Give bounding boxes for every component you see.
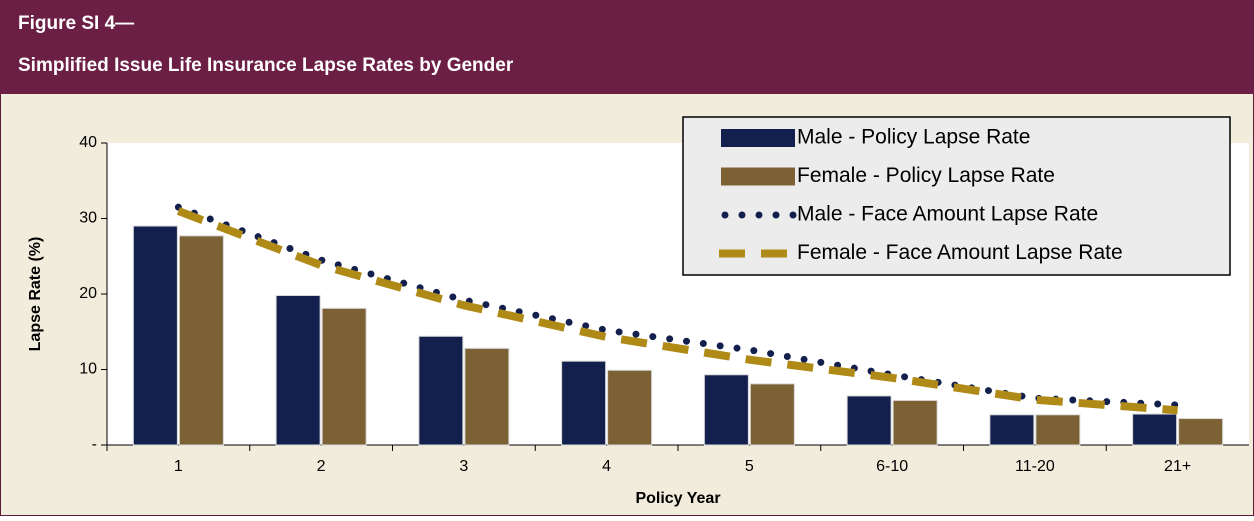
x-tick-label: 4 bbox=[602, 458, 611, 475]
bar bbox=[464, 347, 510, 446]
legend-label: Male - Policy Lapse Rate bbox=[797, 126, 1030, 149]
y-axis-label: Lapse Rate (%) bbox=[27, 237, 44, 352]
x-tick-label: 21+ bbox=[1164, 458, 1191, 475]
line bbox=[176, 207, 1178, 415]
legend-label: Male - Face Amount Lapse Rate bbox=[797, 203, 1098, 226]
y-tick-label: 20 bbox=[79, 285, 97, 302]
y-tick-label: 10 bbox=[79, 361, 97, 378]
bar bbox=[749, 383, 795, 446]
bar bbox=[1035, 414, 1081, 446]
figure-label: Figure SI 4— bbox=[18, 13, 134, 34]
bar bbox=[703, 374, 749, 446]
bar bbox=[418, 335, 464, 446]
bar bbox=[846, 395, 892, 446]
legend-label: Female - Face Amount Lapse Rate bbox=[797, 241, 1123, 264]
y-tick-label: 40 bbox=[79, 134, 97, 151]
bar bbox=[892, 399, 938, 446]
bar bbox=[1178, 418, 1224, 446]
bar bbox=[321, 307, 367, 446]
bar bbox=[1132, 413, 1178, 446]
bar bbox=[607, 369, 653, 446]
bar bbox=[989, 414, 1035, 446]
bar bbox=[132, 225, 178, 446]
bar bbox=[275, 295, 321, 446]
bar bbox=[178, 235, 224, 446]
x-tick-label: 5 bbox=[745, 458, 754, 475]
x-tick-label: 2 bbox=[317, 458, 326, 475]
y-tick-label: - bbox=[92, 436, 97, 453]
bar bbox=[561, 360, 607, 446]
x-tick-label: 1 bbox=[174, 458, 183, 475]
x-axis-label: Policy Year bbox=[635, 490, 720, 507]
chart-title: Simplified Issue Life Insurance Lapse Ra… bbox=[18, 55, 514, 76]
legend-swatch bbox=[721, 129, 795, 147]
y-tick-label: 30 bbox=[79, 210, 97, 227]
legend-swatch bbox=[721, 167, 795, 186]
legend-label: Female - Policy Lapse Rate bbox=[797, 164, 1055, 187]
header bbox=[0, 0, 1254, 94]
x-tick-label: 3 bbox=[459, 458, 468, 475]
x-tick-label: 11-20 bbox=[1015, 458, 1055, 475]
x-tick-label: 6-10 bbox=[876, 458, 908, 475]
